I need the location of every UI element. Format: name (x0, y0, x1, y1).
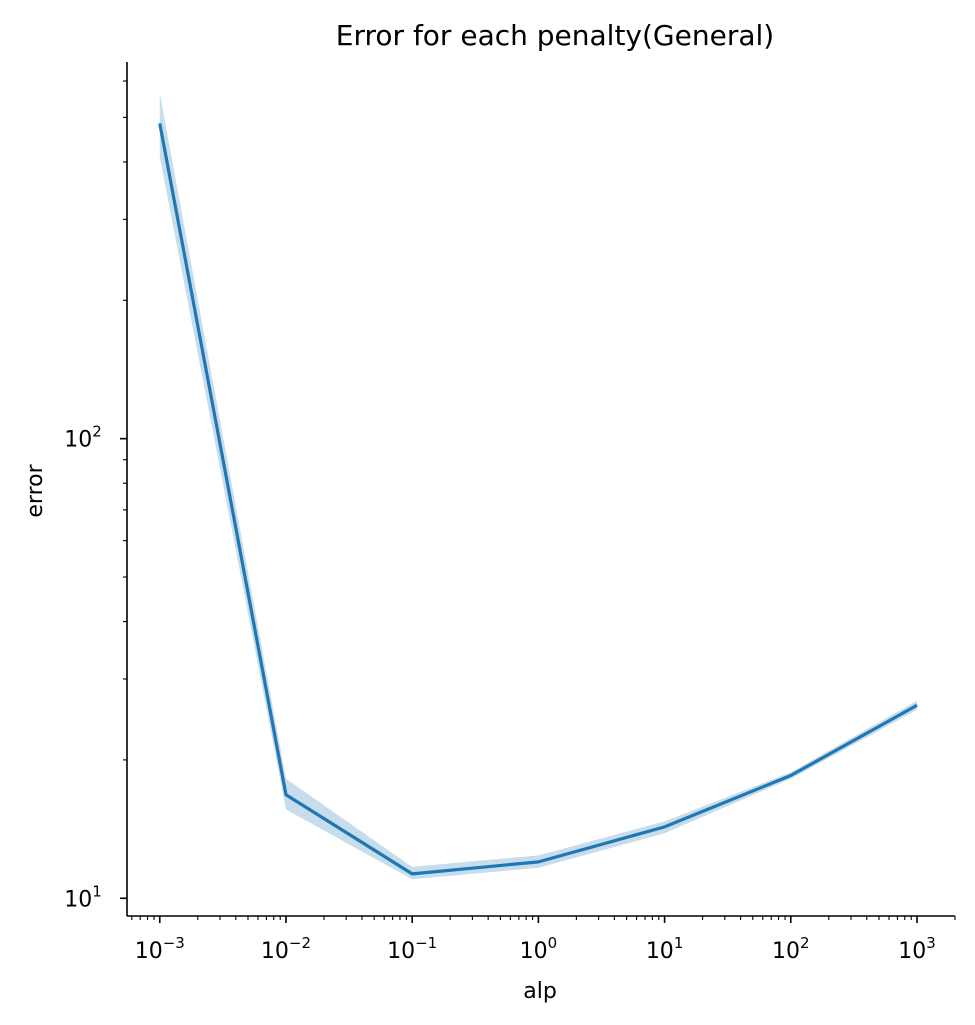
series-line (158, 123, 918, 876)
x-ticks: 10−3 10−2 10−1 100 101 102 103 (131, 916, 956, 964)
x-tick-label: 10−1 (387, 934, 437, 964)
x-axis-label: alp (523, 979, 557, 1004)
y-ticks: 101 102 (64, 80, 127, 912)
plot-area: 10−3 10−2 10−1 100 101 102 103 101 102 (64, 62, 956, 964)
y-tick-label: 101 (64, 882, 102, 912)
x-tick-label: 100 (520, 934, 558, 964)
x-tick-label: 101 (646, 934, 684, 964)
confidence-band (159, 93, 918, 880)
chart-title: Error for each penalty(General) (336, 19, 774, 52)
y-tick-label: 102 (64, 423, 102, 453)
x-tick-label: 102 (772, 934, 810, 964)
y-axis-label: error (23, 463, 48, 517)
x-tick-label: 103 (898, 934, 936, 964)
x-tick-label: 10−2 (261, 934, 311, 964)
x-tick-label: 10−3 (135, 934, 185, 964)
